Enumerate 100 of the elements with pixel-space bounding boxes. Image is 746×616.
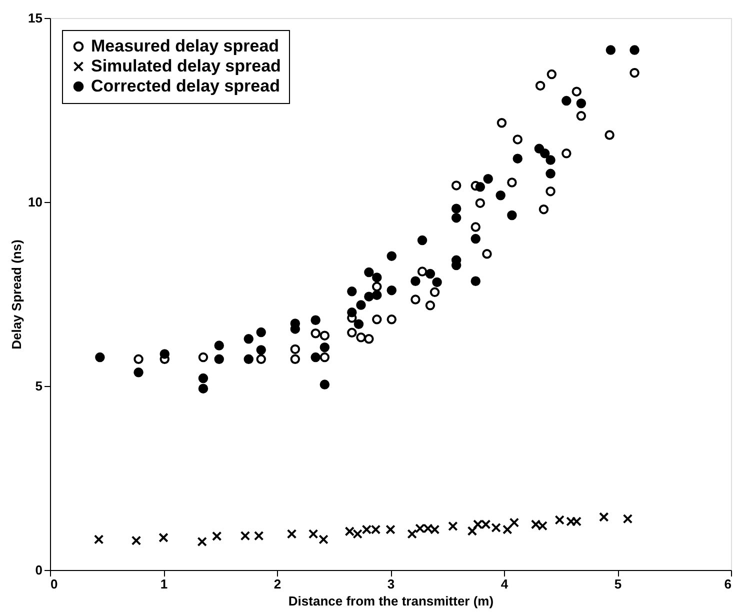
x-tick-label: 4 <box>500 576 509 592</box>
point <box>512 154 522 164</box>
point <box>535 80 546 91</box>
y-tick-label: 0 <box>35 562 42 578</box>
point <box>372 290 382 300</box>
point <box>473 519 483 530</box>
y-tick-label: 5 <box>35 378 42 394</box>
point <box>423 524 433 534</box>
point <box>344 526 355 536</box>
point <box>320 352 330 362</box>
x-tick-label: 3 <box>387 576 395 592</box>
point <box>308 529 318 539</box>
point <box>386 314 397 324</box>
x-tick-label: 0 <box>50 576 58 592</box>
point <box>197 536 207 547</box>
point <box>370 524 381 534</box>
point <box>320 342 330 352</box>
point <box>320 380 330 390</box>
point <box>562 148 572 158</box>
point <box>214 340 224 350</box>
point <box>320 330 330 340</box>
point <box>470 276 480 286</box>
point <box>483 174 493 184</box>
point <box>310 315 320 325</box>
point <box>256 345 266 355</box>
point <box>470 234 480 244</box>
point <box>212 531 222 542</box>
point <box>134 354 144 364</box>
point <box>491 522 501 533</box>
point <box>507 210 517 220</box>
point <box>576 111 586 121</box>
x-axis-title: Distance from the transmitter (m) <box>288 594 494 608</box>
point <box>198 384 208 394</box>
point <box>386 524 396 534</box>
point <box>417 235 428 246</box>
point <box>475 182 486 192</box>
point <box>254 530 264 541</box>
legend-label: Corrected delay spread <box>91 76 280 96</box>
point <box>451 180 462 190</box>
point <box>354 319 364 330</box>
x-tick-label: 6 <box>724 576 732 592</box>
point <box>310 352 320 362</box>
point <box>415 524 425 534</box>
point <box>425 268 436 279</box>
point <box>372 314 382 324</box>
point <box>198 352 208 362</box>
point <box>417 266 428 276</box>
point <box>95 352 105 362</box>
point <box>482 249 492 259</box>
x-tick-label: 2 <box>274 576 282 592</box>
point <box>451 204 462 214</box>
point <box>599 512 609 522</box>
point <box>290 344 300 354</box>
point <box>356 300 366 310</box>
point <box>364 334 374 344</box>
point <box>240 530 250 541</box>
point <box>410 276 420 286</box>
point <box>94 534 104 544</box>
point <box>256 354 266 364</box>
point <box>576 98 586 108</box>
point <box>451 212 462 223</box>
point <box>256 327 266 338</box>
x-tick-label: 1 <box>160 576 168 592</box>
point <box>198 373 208 384</box>
point <box>546 168 556 179</box>
point <box>572 86 582 96</box>
point <box>356 332 366 342</box>
point <box>430 524 440 534</box>
point <box>538 520 548 531</box>
point <box>410 294 420 304</box>
y-axis-title: Delay Spread (ns) <box>9 240 24 350</box>
point <box>244 334 254 344</box>
point <box>546 186 556 196</box>
point <box>507 178 517 188</box>
point <box>158 532 168 542</box>
x-tick-label: 5 <box>614 576 622 592</box>
point <box>604 130 614 140</box>
legend-label: Simulated delay spread <box>91 56 281 76</box>
point <box>496 190 506 200</box>
point <box>496 118 507 128</box>
point <box>290 354 300 364</box>
point <box>347 286 357 296</box>
point <box>554 515 564 525</box>
point <box>430 287 440 298</box>
point <box>546 69 557 80</box>
legend-label: Measured delay spread <box>91 36 280 56</box>
point <box>512 134 522 144</box>
point <box>566 516 576 526</box>
point <box>347 308 357 318</box>
point <box>540 148 550 158</box>
point <box>362 524 372 534</box>
point <box>530 519 541 530</box>
point <box>364 267 374 278</box>
point <box>372 282 382 292</box>
point <box>509 518 520 528</box>
point <box>214 354 224 364</box>
point <box>630 68 640 78</box>
point <box>470 222 480 232</box>
point <box>318 534 328 544</box>
point <box>502 524 512 534</box>
